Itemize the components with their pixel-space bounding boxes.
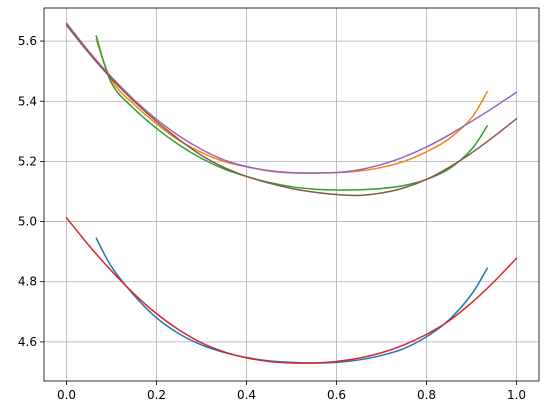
series-line-6 xyxy=(65,24,518,197)
y-tick-label: 5.0 xyxy=(18,215,37,229)
series-layer xyxy=(65,22,518,364)
x-tick-label: 0.6 xyxy=(327,388,346,402)
series-line-4 xyxy=(65,216,518,364)
y-tick-label: 4.8 xyxy=(18,275,37,289)
x-axis: 0.0 0.2 0.4 0.6 0.8 1.0 xyxy=(57,381,526,402)
x-tick-label: 1.0 xyxy=(507,388,526,402)
plot-frame xyxy=(43,7,540,382)
x-tick-label: 0.2 xyxy=(147,388,166,402)
x-tick-label: 0.0 xyxy=(57,388,76,402)
y-tick-label: 4.6 xyxy=(18,335,37,349)
series-line-5 xyxy=(65,22,518,174)
y-axis: 4.6 4.8 5.0 5.2 5.4 5.6 xyxy=(18,34,44,349)
x-tick-label: 0.4 xyxy=(237,388,256,402)
y-tick-label: 5.2 xyxy=(18,154,37,168)
x-tick-label: 0.8 xyxy=(417,388,436,402)
y-tick-label: 5.4 xyxy=(18,94,37,108)
y-tick-label: 5.6 xyxy=(18,34,37,48)
